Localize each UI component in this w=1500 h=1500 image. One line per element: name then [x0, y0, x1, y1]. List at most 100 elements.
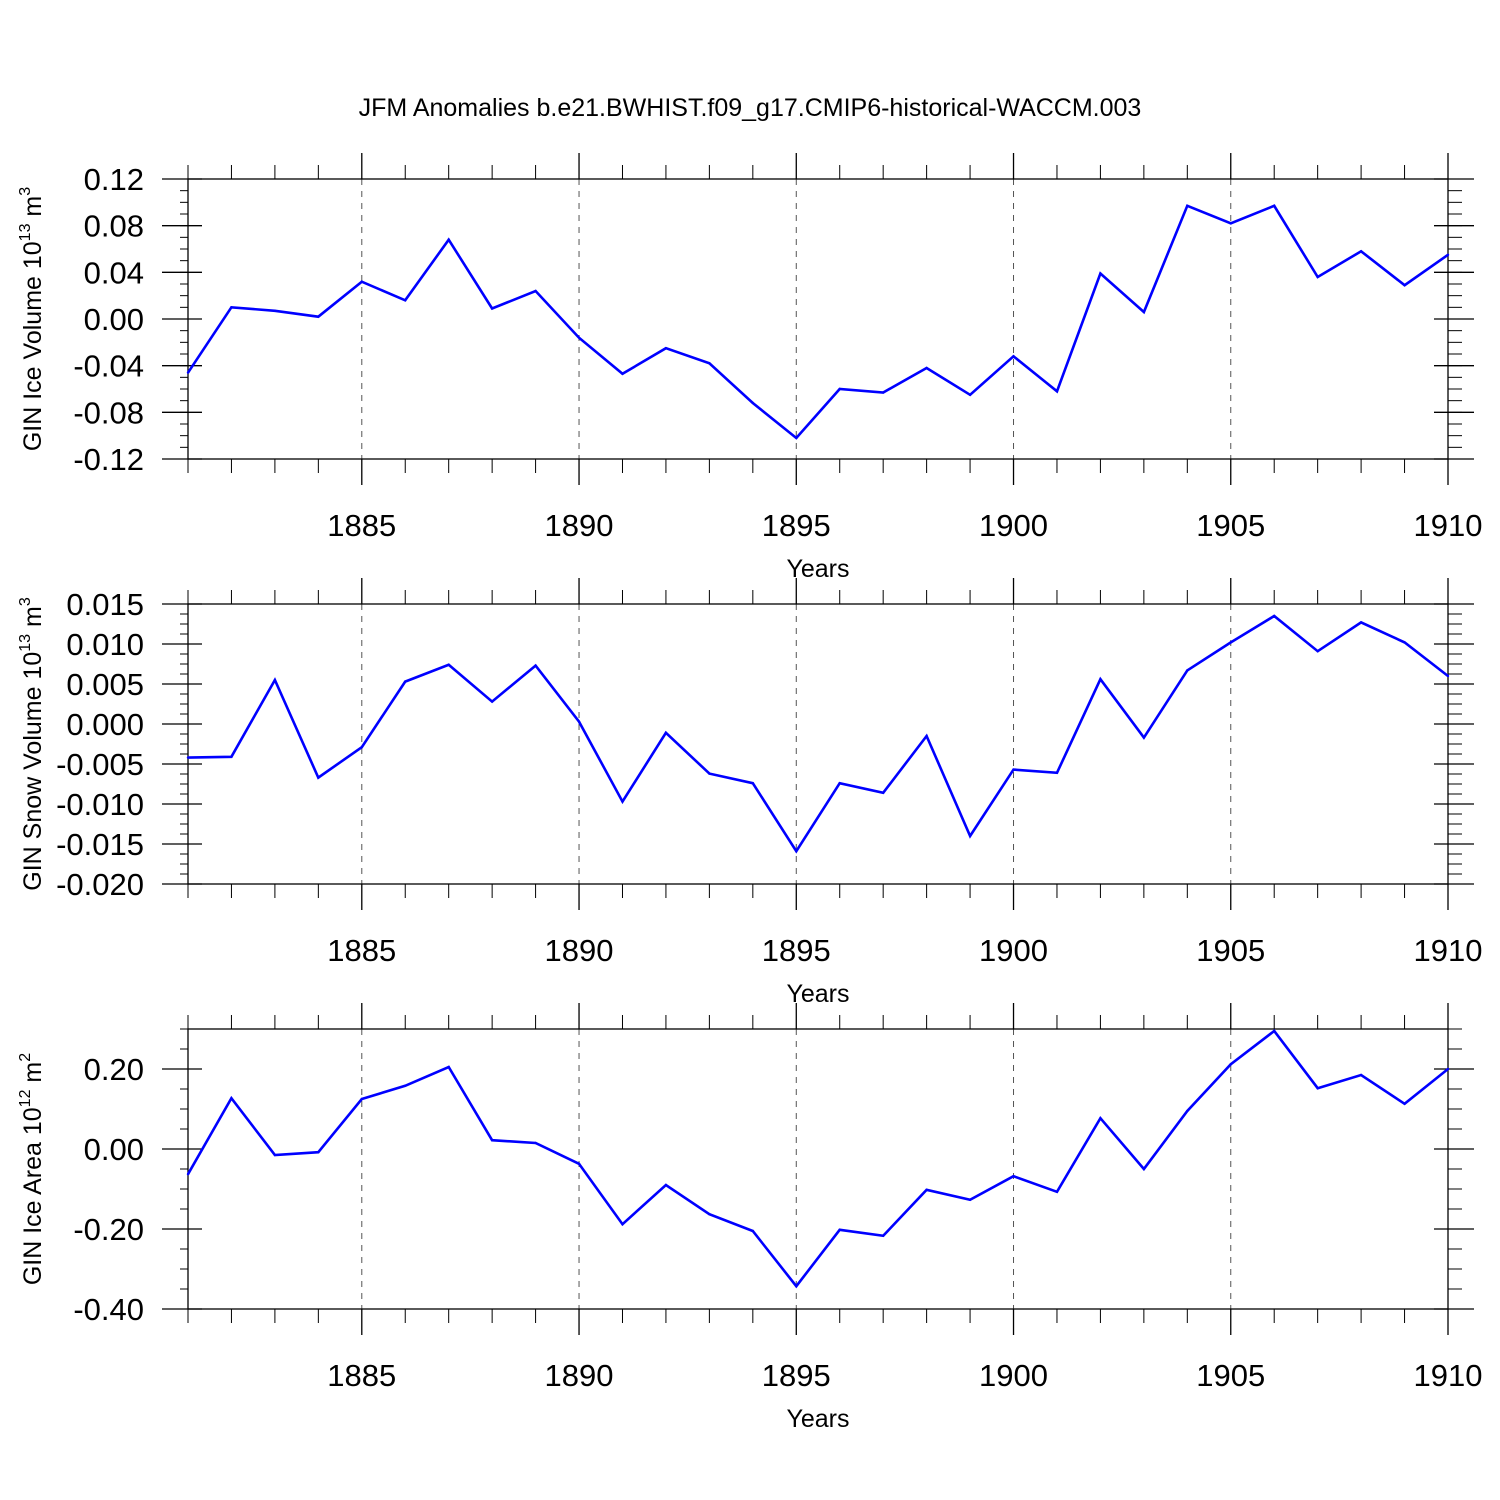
data-point [1099, 678, 1102, 681]
data-point [1273, 204, 1276, 208]
data-point [404, 680, 407, 683]
data-point [1273, 614, 1276, 618]
series-line-ice-area [186, 1029, 1449, 1289]
data-point [317, 1151, 320, 1154]
x-axis-label: Years [786, 555, 849, 583]
x-tick-label: 1885 [327, 933, 396, 968]
y-tick-label: 0.005 [66, 667, 144, 702]
data-point [1359, 621, 1363, 624]
data-point [925, 734, 928, 738]
data-point [490, 1139, 494, 1142]
data-point [881, 1234, 885, 1238]
data-point [577, 1162, 581, 1166]
data-point [230, 306, 233, 309]
data-point [1446, 674, 1450, 678]
x-tick-label: 1900 [979, 1358, 1048, 1393]
y-tick-label: -0.40 [73, 1292, 144, 1327]
data-point [1229, 1063, 1232, 1066]
data-point [186, 371, 190, 374]
data-point [1012, 355, 1015, 358]
x-tick-label: 1890 [545, 1358, 614, 1393]
y-tick-label: 0.08 [84, 209, 144, 244]
data-point [404, 1084, 407, 1088]
x-tick-label: 1885 [327, 508, 396, 543]
y-axis-label: GIN Snow Volume 1013 m3 [17, 597, 47, 891]
data-point [1055, 771, 1059, 774]
x-tick-label: 1895 [762, 1358, 831, 1393]
y-tick-label: 0.04 [84, 255, 144, 290]
y-tick-label: -0.005 [56, 747, 144, 782]
data-point [1446, 253, 1450, 257]
data-point [186, 1173, 190, 1176]
x-tick-label: 1900 [979, 933, 1048, 968]
data-point [838, 1228, 841, 1232]
data-point [1186, 204, 1189, 208]
data-point [621, 800, 624, 803]
data-point [577, 720, 581, 723]
y-tick-label: 0.000 [66, 707, 144, 742]
data-point [1446, 1067, 1450, 1071]
data-point [708, 772, 711, 775]
y-tick-label: -0.010 [56, 787, 144, 822]
y-tick-label: -0.08 [73, 395, 144, 430]
data-point [1142, 1167, 1146, 1171]
data-point [534, 664, 537, 667]
data-point [1012, 768, 1015, 771]
data-point [1142, 310, 1146, 314]
plot-frame [187, 1028, 1449, 1310]
data-point [1099, 1117, 1102, 1120]
data-point [708, 1213, 711, 1216]
data-point [534, 289, 537, 293]
y-axis-label: GIN Ice Area 1012 m2 [17, 1053, 47, 1285]
data-point [925, 1188, 928, 1192]
y-tick-label: 0.20 [84, 1052, 144, 1087]
data-point [447, 238, 450, 241]
data-point [273, 309, 277, 313]
data-point [360, 280, 363, 283]
x-axis-label: Years [786, 1405, 849, 1433]
y-axis-label: GIN Ice Volume 1013 m3 [17, 187, 47, 451]
plot-frame [187, 178, 1449, 460]
data-point [230, 755, 233, 758]
y-tick-label: -0.12 [73, 442, 144, 477]
data-point [664, 346, 668, 350]
x-tick-label: 1890 [545, 508, 614, 543]
data-point [751, 782, 755, 785]
data-point [795, 850, 798, 853]
data-point [1229, 222, 1232, 225]
data-point [925, 366, 928, 370]
x-tick-label: 1890 [545, 933, 614, 968]
data-point [1055, 390, 1059, 393]
data-point [751, 401, 755, 405]
data-point [317, 315, 320, 318]
x-tick-label: 1895 [762, 508, 831, 543]
data-point [490, 700, 494, 703]
data-point [1229, 641, 1232, 644]
data-point [881, 391, 885, 394]
panel-ice-area: -0.40 -0.20 0.00 0.20 1885 1890 1895 1900 1905 19… [17, 1003, 1482, 1433]
data-point [1359, 250, 1363, 253]
y-tick-label: 0.015 [66, 587, 144, 622]
x-tick-label: 1905 [1196, 1358, 1265, 1393]
data-point [1403, 283, 1406, 287]
data-point [360, 1097, 363, 1101]
data-point [1186, 1109, 1189, 1113]
plot-frame [187, 603, 1449, 885]
panel-snow-volume: -0.020 -0.015 -0.010 -0.005 0.000 0.005 0.010 0… [17, 578, 1482, 1008]
y-tick-label: 0.00 [84, 302, 144, 337]
data-point [273, 678, 277, 682]
x-tick-label: 1885 [327, 1358, 396, 1393]
series-line-ice-volume [186, 204, 1449, 440]
data-point [795, 436, 798, 440]
data-point [577, 336, 581, 339]
panel-ice-volume: -0.12 -0.08 -0.04 0.00 0.04 0.08 0.12 1885 1890 1… [17, 153, 1482, 583]
data-point [404, 299, 407, 302]
y-tick-label: -0.020 [56, 867, 144, 902]
data-point [360, 746, 363, 749]
y-tick-label: 0.12 [84, 162, 144, 197]
x-tick-label: 1905 [1196, 933, 1265, 968]
x-tick-label: 1895 [762, 933, 831, 968]
x-tick-label: 1905 [1196, 508, 1265, 543]
data-point [534, 1141, 537, 1145]
